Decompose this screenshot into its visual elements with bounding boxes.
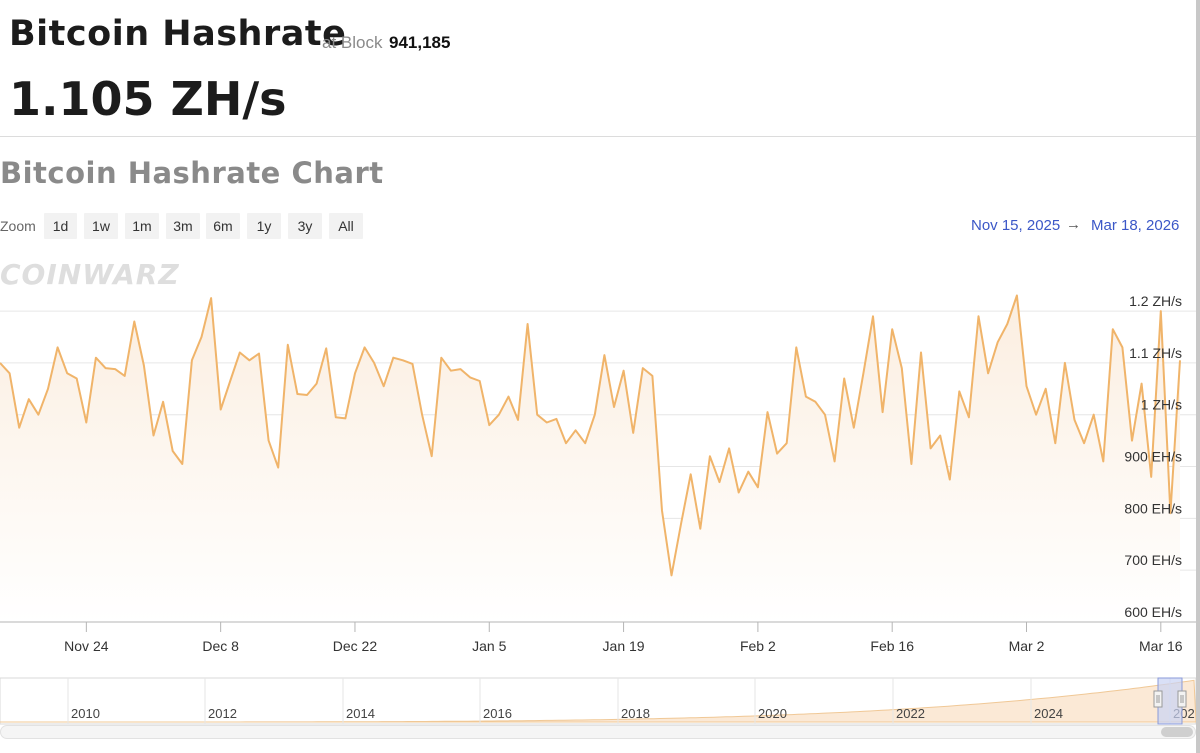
navigator-tick-label: 2012	[208, 706, 237, 721]
navigator-tick-label: 2018	[621, 706, 650, 721]
chart-title: Bitcoin Hashrate Chart	[0, 156, 384, 190]
current-hashrate-value: 1.105 ZH/s	[9, 72, 287, 126]
x-axis: Nov 24 Dec 8 Dec 22 Jan 5 Jan 19 Feb 2 Feb 16 M…	[64, 622, 1183, 654]
navigator-area	[0, 679, 1196, 723]
navigator-tick-label: 2024	[1034, 706, 1063, 721]
hashrate-chart[interactable]: 600 EH/s 700 EH/s 800 EH/s 900 EH/s 1 ZH/s 1.…	[0, 250, 1196, 660]
y-tick-label: 1 ZH/s	[1141, 397, 1182, 413]
navigator-tick-label: 2022	[896, 706, 925, 721]
zoom-button-3m[interactable]: 3m	[166, 213, 200, 239]
zoom-button-6m[interactable]: 6m	[206, 213, 240, 239]
x-tick-label: Feb 16	[870, 638, 914, 654]
x-tick-label: Jan 19	[603, 638, 645, 654]
y-tick-label: 800 EH/s	[1124, 500, 1182, 516]
x-tick-label: Dec 8	[202, 638, 239, 654]
zoom-button-all[interactable]: All	[329, 213, 363, 239]
y-tick-label: 1.2 ZH/s	[1129, 293, 1182, 309]
range-arrow-icon: →	[1066, 216, 1081, 233]
header: Bitcoin Hashrate at Block 941,185 1.105 …	[0, 0, 1200, 137]
range-navigator[interactable]: 2010 2012 2014 2016 2018 2020 2022 2024 202	[0, 676, 1196, 726]
x-tick-label: Mar 16	[1139, 638, 1183, 654]
y-tick-label: 600 EH/s	[1124, 604, 1182, 620]
zoom-label: Zoom	[0, 218, 36, 234]
x-tick-label: Nov 24	[64, 638, 109, 654]
zoom-button-1m[interactable]: 1m	[125, 213, 159, 239]
x-tick-label: Mar 2	[1009, 638, 1045, 654]
navigator-handle-left[interactable]	[1153, 690, 1163, 708]
y-tick-label: 900 EH/s	[1124, 449, 1182, 465]
zoom-button-1d[interactable]: 1d	[44, 213, 77, 239]
y-axis: 600 EH/s 700 EH/s 800 EH/s 900 EH/s 1 ZH/s 1.…	[1124, 293, 1182, 620]
x-tick-label: Feb 2	[740, 638, 776, 654]
x-tick-label: Jan 5	[472, 638, 506, 654]
navigator-tick-label: 2016	[483, 706, 512, 721]
navigator-axis: 2010 2012 2014 2016 2018 2020 2022 2024 202	[67, 678, 1195, 724]
coinwarz-watermark: COINWARZ	[0, 258, 180, 291]
scrollbar-thumb[interactable]	[1161, 727, 1193, 737]
block-number: 941,185	[389, 33, 451, 52]
zoom-button-3y[interactable]: 3y	[288, 213, 322, 239]
x-tick-label: Dec 22	[333, 638, 378, 654]
y-tick-label: 700 EH/s	[1124, 552, 1182, 568]
window-edge	[1196, 0, 1200, 753]
navigator-tick-label: 2014	[346, 706, 375, 721]
navigator-handle-right[interactable]	[1177, 690, 1187, 708]
hashrate-area	[0, 295, 1180, 622]
range-from-date[interactable]: Nov 15, 2025	[971, 217, 1061, 234]
navigator-tick-label: 2010	[71, 706, 100, 721]
zoom-button-1w[interactable]: 1w	[84, 213, 118, 239]
navigator-scrollbar[interactable]	[0, 725, 1196, 739]
navigator-tick-label: 2020	[758, 706, 787, 721]
y-tick-label: 1.1 ZH/s	[1129, 345, 1182, 361]
range-to-date[interactable]: Mar 18, 2026	[1091, 217, 1180, 234]
zoom-button-1y[interactable]: 1y	[247, 213, 281, 239]
hashrate-line	[0, 294, 1181, 577]
page-title: Bitcoin Hashrate	[9, 14, 347, 54]
block-label: at Block	[322, 33, 383, 52]
